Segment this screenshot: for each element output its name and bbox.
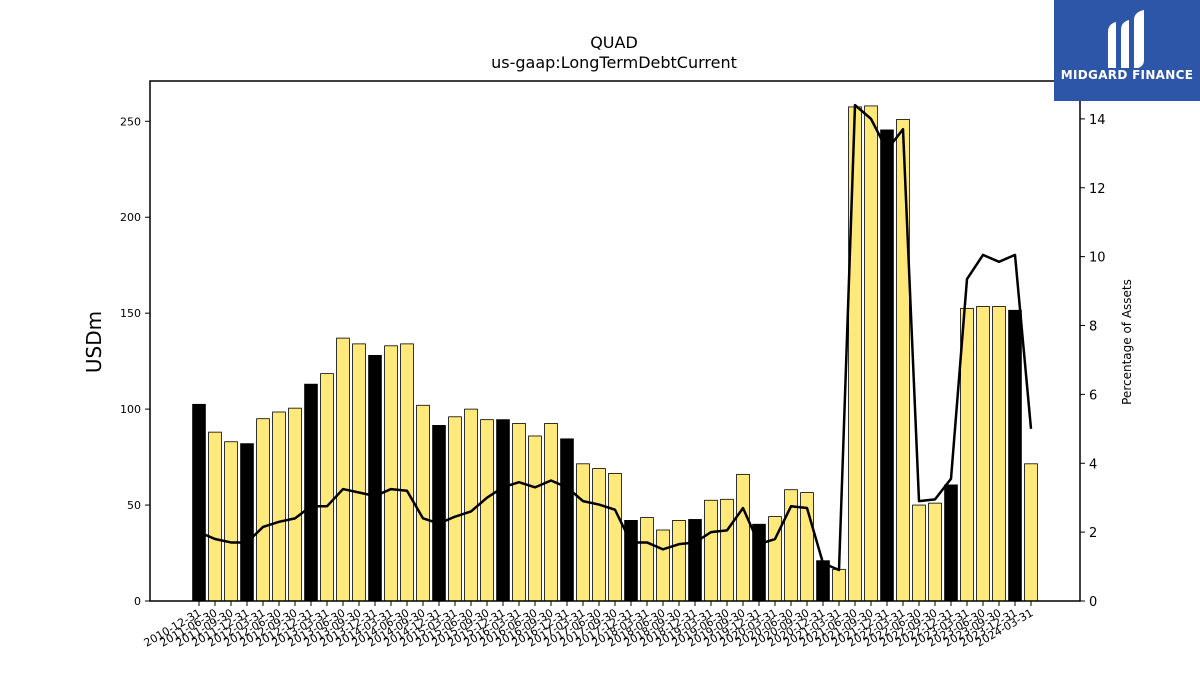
bar-2019-03-31 [704, 499, 718, 602]
y2-axis-label: Percentage of Assets [1120, 279, 1134, 405]
bar-2018-09-30 [672, 520, 686, 602]
bar-2010-12-31 [192, 403, 206, 602]
bar-2016-12-31 [560, 438, 574, 602]
bar-2023-06-30 [976, 306, 990, 602]
bar-2023-09-30 [992, 306, 1006, 602]
y-tick-label: 150 [120, 307, 141, 320]
percentage-line [198, 103, 1033, 572]
y-tick-label: 200 [120, 211, 141, 224]
bar-2017-03-31 [576, 463, 590, 602]
y-tick-label: 0 [134, 595, 141, 608]
bar-2017-09-30 [608, 472, 622, 602]
bar-2021-06-30 [848, 106, 862, 602]
y2-tick-label: 12 [1089, 182, 1106, 197]
bar-2012-06-30 [272, 411, 286, 602]
chart-subtitle: us-gaap:LongTermDebtCurrent [491, 53, 737, 72]
y-axis-label: USDm [82, 311, 106, 373]
midgard-m-logo-icon [1108, 10, 1144, 68]
bar-2014-09-30 [416, 404, 430, 602]
bar-2015-03-31 [448, 416, 462, 602]
bar-2018-12-31 [688, 519, 702, 602]
y2-tick-label: 4 [1089, 457, 1097, 472]
bar-2024-03-31 [1024, 463, 1038, 602]
bar-2016-03-31 [512, 423, 526, 602]
bar-2013-12-31 [368, 354, 382, 602]
bar-2023-12-31 [1008, 309, 1022, 602]
bar-2018-06-30 [656, 529, 670, 602]
y-tick-label: 50 [127, 499, 141, 512]
y2-tick-label: 2 [1089, 526, 1097, 541]
bar-2014-12-31 [432, 425, 446, 602]
bar-2021-12-31 [880, 129, 894, 602]
y2-ticks: 0 2 4 6 8 10 12 14 [1080, 113, 1106, 610]
bar-2012-03-31 [256, 418, 270, 602]
bar-2017-06-30 [592, 468, 606, 602]
y2-tick-label: 0 [1089, 595, 1097, 610]
bar-2015-09-30 [480, 419, 494, 602]
bar-2014-03-31 [384, 345, 398, 602]
y2-tick-label: 6 [1089, 388, 1097, 403]
bar-2022-09-30 [928, 502, 942, 602]
bar-2015-06-30 [464, 408, 478, 602]
y-ticks: 0 50 100 150 200 250 [120, 115, 150, 608]
y-tick-label: 250 [120, 115, 141, 128]
bar-2016-06-30 [528, 435, 542, 602]
bar-2013-06-30 [336, 337, 350, 602]
bar-2013-03-31 [320, 373, 334, 602]
bar-2013-09-30 [352, 343, 366, 602]
line-group [198, 103, 1033, 572]
x-ticks: 2010-12-312011-06-302011-09-302011-12-31… [142, 601, 1036, 650]
y2-tick-label: 8 [1089, 320, 1097, 335]
bar-2012-09-30 [288, 407, 302, 602]
chart-title: QUAD [590, 33, 638, 52]
bar-2021-09-30 [864, 105, 878, 602]
bar-2022-12-31 [944, 484, 958, 602]
brand-name: MIDGARD FINANCE [1060, 68, 1194, 82]
bar-2019-09-30 [736, 473, 750, 602]
bar-2022-03-31 [896, 118, 910, 602]
bar-2014-06-30 [400, 343, 414, 602]
bar-2015-12-31 [496, 419, 510, 602]
bar-2019-06-30 [720, 498, 734, 602]
y-tick-label: 100 [120, 403, 141, 416]
brand-logo: MIDGARD FINANCE [1054, 0, 1200, 101]
bar-2011-06-30 [208, 431, 222, 602]
bar-2018-03-31 [640, 517, 654, 602]
bar-2020-12-31 [816, 560, 830, 602]
bar-2012-12-31 [304, 383, 318, 602]
bar-2016-09-30 [544, 423, 558, 602]
bar-2011-09-30 [224, 441, 238, 602]
bar-2021-03-31 [832, 568, 846, 602]
bar-group [192, 105, 1038, 602]
y2-tick-label: 10 [1089, 251, 1106, 266]
bar-2011-12-31 [240, 443, 254, 602]
bar-2023-03-31 [960, 307, 974, 602]
y2-tick-label: 14 [1089, 113, 1106, 128]
bar-2022-06-30 [912, 504, 926, 602]
